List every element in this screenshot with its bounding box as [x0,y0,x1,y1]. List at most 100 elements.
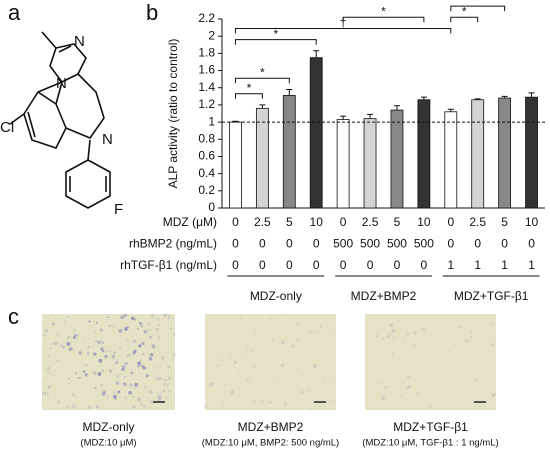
texture [132,405,136,409]
texture [413,331,417,335]
cell: 5 [501,215,508,229]
y-tick-label: 1.6 [198,63,215,77]
texture [402,341,405,344]
texture [157,317,160,320]
texture [153,377,156,381]
texture [144,386,147,389]
texture [470,355,472,357]
row-label: rhBMP2 (ng/mL) [129,237,217,251]
texture [307,331,311,335]
texture [45,376,50,381]
texture [233,360,237,365]
caption-detail: (MDZ:10 μM) [80,438,136,449]
texture [151,380,154,383]
texture [485,369,489,373]
texture [93,352,97,356]
texture [158,366,161,369]
texture [137,397,141,401]
texture [332,352,335,355]
y-tick-label: 0 [208,200,215,214]
caption-title: MDZ+BMP2 [238,420,304,434]
texture [406,332,410,336]
micrograph-image [365,314,496,410]
texture [462,376,465,379]
texture [48,317,51,319]
texture [139,402,143,406]
texture [238,368,241,372]
significance-label: * [273,27,278,41]
atom-label: Cl [0,119,14,136]
texture [393,314,395,317]
micrograph-image [42,314,175,410]
texture [82,370,86,374]
texture [59,324,61,326]
texture [290,371,294,374]
texture [447,391,449,394]
texture [73,333,77,337]
texture [56,330,58,332]
texture [67,315,70,319]
significance-bracket [234,39,317,45]
texture [58,359,61,362]
texture [100,347,104,351]
texture [115,381,119,385]
texture [277,370,278,371]
cell: 10 [310,215,324,229]
texture [230,391,235,396]
texture [245,347,249,351]
texture [138,397,140,399]
texture [143,330,148,334]
texture [85,332,89,336]
texture [88,320,91,323]
y-tick-label: 1.8 [198,46,215,60]
y-tick-label: 1 [208,114,215,128]
texture [165,350,169,354]
texture [51,322,56,326]
texture [157,394,162,399]
texture [473,373,474,374]
micrograph [365,314,496,410]
texture [169,340,173,344]
texture [167,314,172,319]
cell: 0 [474,237,481,251]
texture [222,399,226,403]
texture [375,334,379,338]
texture [468,339,471,342]
texture [106,350,109,352]
texture [469,335,473,339]
texture [167,316,170,319]
texture [491,393,496,397]
texture [317,364,320,366]
texture [315,330,319,334]
texture [95,404,100,409]
bar [336,119,350,209]
texture [100,339,103,342]
cell: 1 [528,258,535,272]
texture [391,328,396,333]
texture [278,407,281,409]
texture [374,393,377,396]
texture [132,339,136,343]
texture [169,327,173,331]
texture [138,321,143,326]
texture [133,349,137,353]
error-bar [528,92,535,98]
texture [165,379,168,382]
texture [158,351,161,354]
texture [149,400,154,404]
texture [421,327,426,332]
texture [121,367,125,372]
texture [263,316,266,319]
texture [224,383,227,386]
y-tick-label: 0.6 [198,149,215,163]
texture [57,360,59,362]
texture [277,379,281,383]
texture [374,372,376,374]
cell: 0 [232,237,239,251]
texture [56,334,60,337]
texture [63,320,66,323]
atom-label: F [114,201,123,218]
texture [153,372,155,375]
texture [56,372,59,375]
panel-label: a [8,0,21,25]
